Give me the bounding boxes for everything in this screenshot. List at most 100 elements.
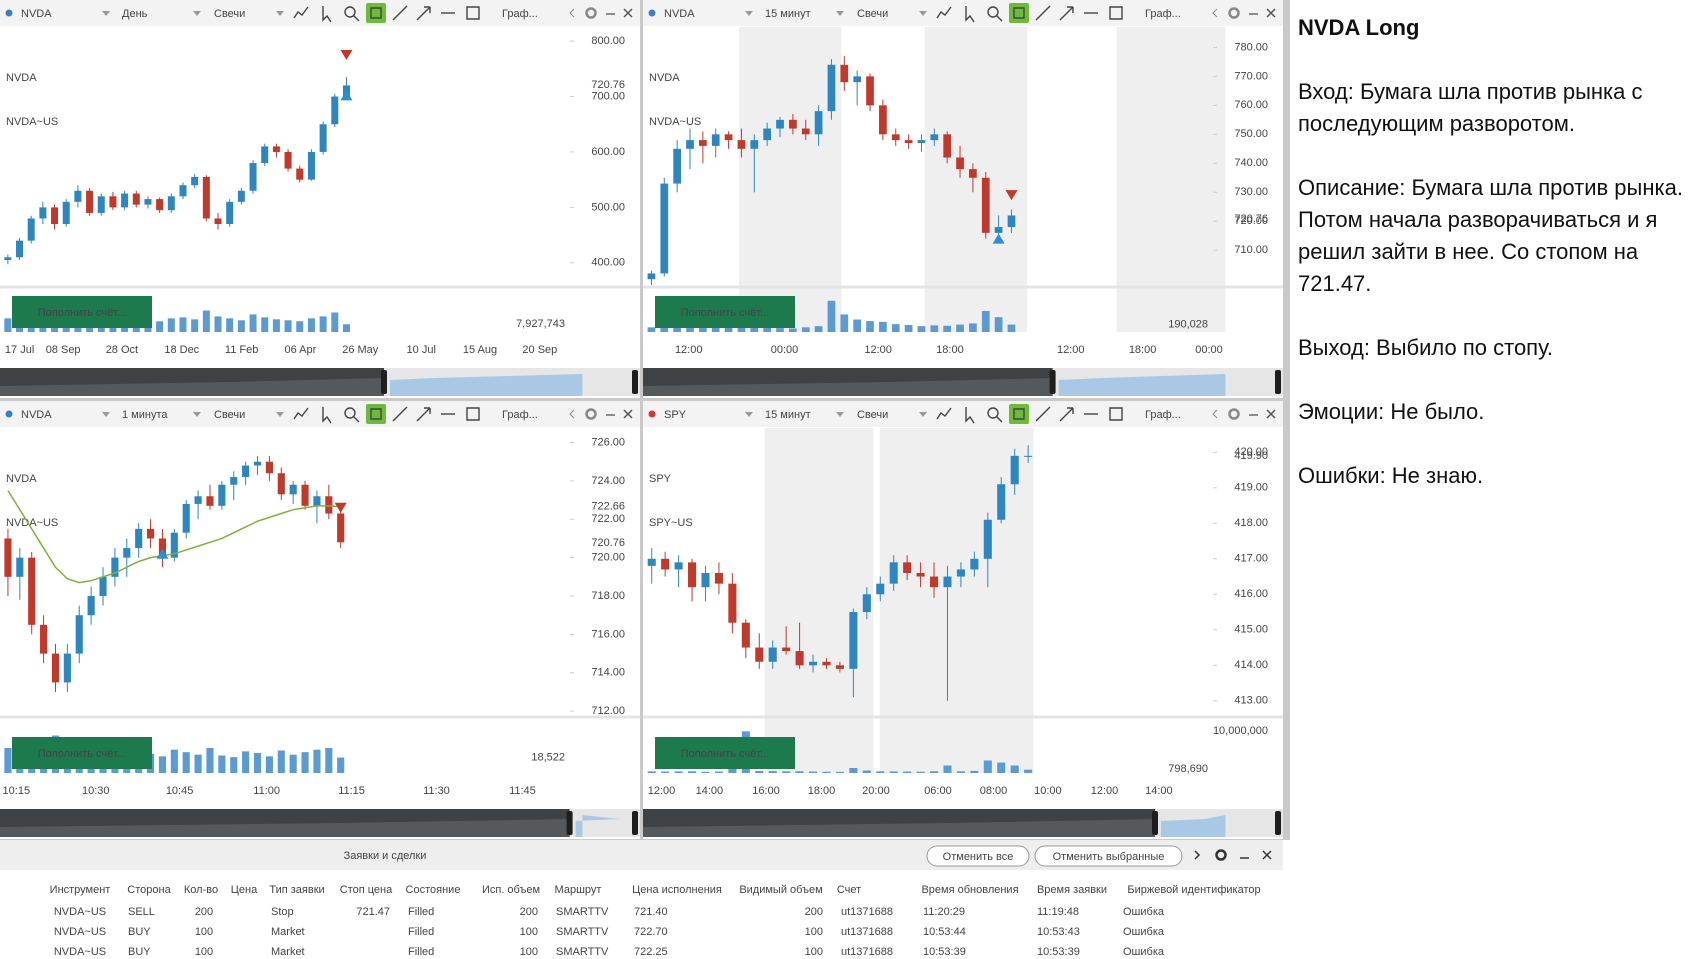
collapse-button[interactable]: [1212, 8, 1218, 18]
close-button[interactable]: [623, 8, 633, 18]
close-button[interactable]: [1266, 409, 1276, 419]
tool-icon[interactable]: [936, 407, 952, 420]
tool-icon[interactable]: [936, 6, 952, 19]
navigator-handle[interactable]: [1152, 811, 1158, 835]
settings-button[interactable]: [585, 7, 597, 19]
deposit-button-label[interactable]: Пополнить счёт...: [38, 748, 127, 760]
dropdown-arrow[interactable]: [102, 412, 110, 417]
navigator-handle[interactable]: [632, 370, 638, 394]
settings-button[interactable]: [1228, 408, 1240, 420]
tool-icon[interactable]: [1013, 7, 1025, 19]
settings-button[interactable]: [1228, 7, 1240, 19]
dropdown-arrow[interactable]: [745, 412, 753, 417]
collapse-button[interactable]: [569, 8, 575, 18]
candle-body: [237, 190, 245, 202]
tool-icon[interactable]: [370, 408, 382, 420]
tool-icon[interactable]: [965, 6, 975, 23]
tool-icon[interactable]: [392, 406, 408, 422]
navigator-handle[interactable]: [1275, 370, 1281, 394]
style-select[interactable]: Свечи: [214, 409, 245, 421]
symbol-select[interactable]: NVDA: [664, 8, 695, 20]
tool-icon[interactable]: [416, 407, 431, 422]
dropdown-arrow[interactable]: [276, 11, 284, 16]
expand-button[interactable]: [1194, 850, 1201, 860]
button[interactable]: [926, 845, 1030, 867]
volume-bar: [289, 754, 297, 773]
navigator-handle[interactable]: [1049, 370, 1056, 394]
link-dot[interactable]: [648, 410, 656, 418]
deposit-button[interactable]: [655, 737, 795, 769]
tool-icon[interactable]: [1035, 406, 1051, 422]
tool-icon[interactable]: [370, 7, 382, 19]
dropdown-arrow[interactable]: [193, 11, 201, 16]
dropdown-arrow[interactable]: [102, 11, 110, 16]
symbol-select[interactable]: NVDA: [21, 409, 52, 421]
close-button[interactable]: [623, 409, 633, 419]
collapse-button[interactable]: [1212, 409, 1218, 419]
interval-select[interactable]: 15 минут: [765, 8, 811, 20]
candle-body: [191, 176, 199, 186]
link-dot[interactable]: [5, 9, 13, 17]
dropdown-arrow[interactable]: [836, 412, 844, 417]
button[interactable]: [1034, 845, 1183, 867]
dropdown-arrow[interactable]: [193, 412, 201, 417]
tool-icon[interactable]: [344, 6, 360, 22]
deposit-button[interactable]: [12, 737, 152, 769]
deposit-button-label[interactable]: Пополнить счёт...: [681, 748, 770, 760]
dropdown-arrow[interactable]: [745, 11, 753, 16]
style-select[interactable]: Свечи: [857, 8, 888, 20]
settings-button[interactable]: [1215, 849, 1227, 861]
interval-select[interactable]: День: [122, 8, 148, 20]
navigator-handle[interactable]: [566, 811, 573, 835]
dropdown-arrow[interactable]: [919, 412, 927, 417]
volume-bar: [4, 318, 12, 332]
tool-icon[interactable]: [322, 407, 332, 424]
navigator-handle[interactable]: [381, 370, 387, 394]
interval-select[interactable]: 15 минут: [765, 409, 811, 421]
navigator-handle[interactable]: [1275, 811, 1281, 835]
tool-icon[interactable]: [1059, 407, 1074, 422]
tool-icon[interactable]: [1035, 5, 1051, 21]
deposit-button[interactable]: [655, 296, 795, 328]
link-dot[interactable]: [5, 410, 13, 418]
deposit-button-label[interactable]: Пополнить счёт...: [681, 307, 770, 319]
navigator-handle[interactable]: [632, 811, 638, 835]
collapse-button[interactable]: [569, 409, 575, 419]
tool-icon[interactable]: [1013, 408, 1025, 420]
tool-icon[interactable]: [987, 407, 1003, 423]
tool-icon[interactable]: [1109, 6, 1123, 20]
tool-icon[interactable]: [466, 6, 480, 20]
close-button[interactable]: [1266, 8, 1276, 18]
tool-icon[interactable]: [322, 6, 332, 23]
dropdown-arrow[interactable]: [276, 412, 284, 417]
style-select[interactable]: Свечи: [214, 8, 245, 20]
dropdown-arrow[interactable]: [919, 11, 927, 16]
dropdown-arrow[interactable]: [836, 11, 844, 16]
symbol-select[interactable]: SPY: [664, 409, 687, 421]
tool-icon[interactable]: [392, 5, 408, 21]
tool-icon[interactable]: [965, 407, 975, 424]
deposit-button[interactable]: [12, 296, 152, 328]
link-dot[interactable]: [648, 9, 656, 17]
settings-button[interactable]: [585, 408, 597, 420]
tool-icon[interactable]: [1059, 6, 1074, 21]
tool-icon[interactable]: [293, 6, 309, 19]
candle-body: [970, 558, 979, 570]
tool-icon[interactable]: [466, 407, 480, 421]
tool-icon[interactable]: [344, 407, 360, 423]
button-label[interactable]: Отменить выбранные: [1053, 851, 1165, 863]
symbol-select[interactable]: NVDA: [21, 8, 52, 20]
chart-menu[interactable]: Граф...: [1145, 409, 1181, 421]
tool-icon[interactable]: [416, 6, 431, 21]
tool-icon[interactable]: [1109, 407, 1123, 421]
style-select[interactable]: Свечи: [857, 409, 888, 421]
button-label[interactable]: Отменить все: [943, 851, 1014, 863]
chart-menu[interactable]: Граф...: [502, 409, 538, 421]
tool-icon[interactable]: [987, 6, 1003, 22]
interval-select[interactable]: 1 минута: [122, 409, 168, 421]
deposit-button-label[interactable]: Пополнить счёт...: [38, 307, 127, 319]
chart-menu[interactable]: Граф...: [502, 8, 538, 20]
chart-menu[interactable]: Граф...: [1145, 8, 1181, 20]
close-button[interactable]: [1262, 850, 1272, 860]
tool-icon[interactable]: [293, 407, 309, 420]
